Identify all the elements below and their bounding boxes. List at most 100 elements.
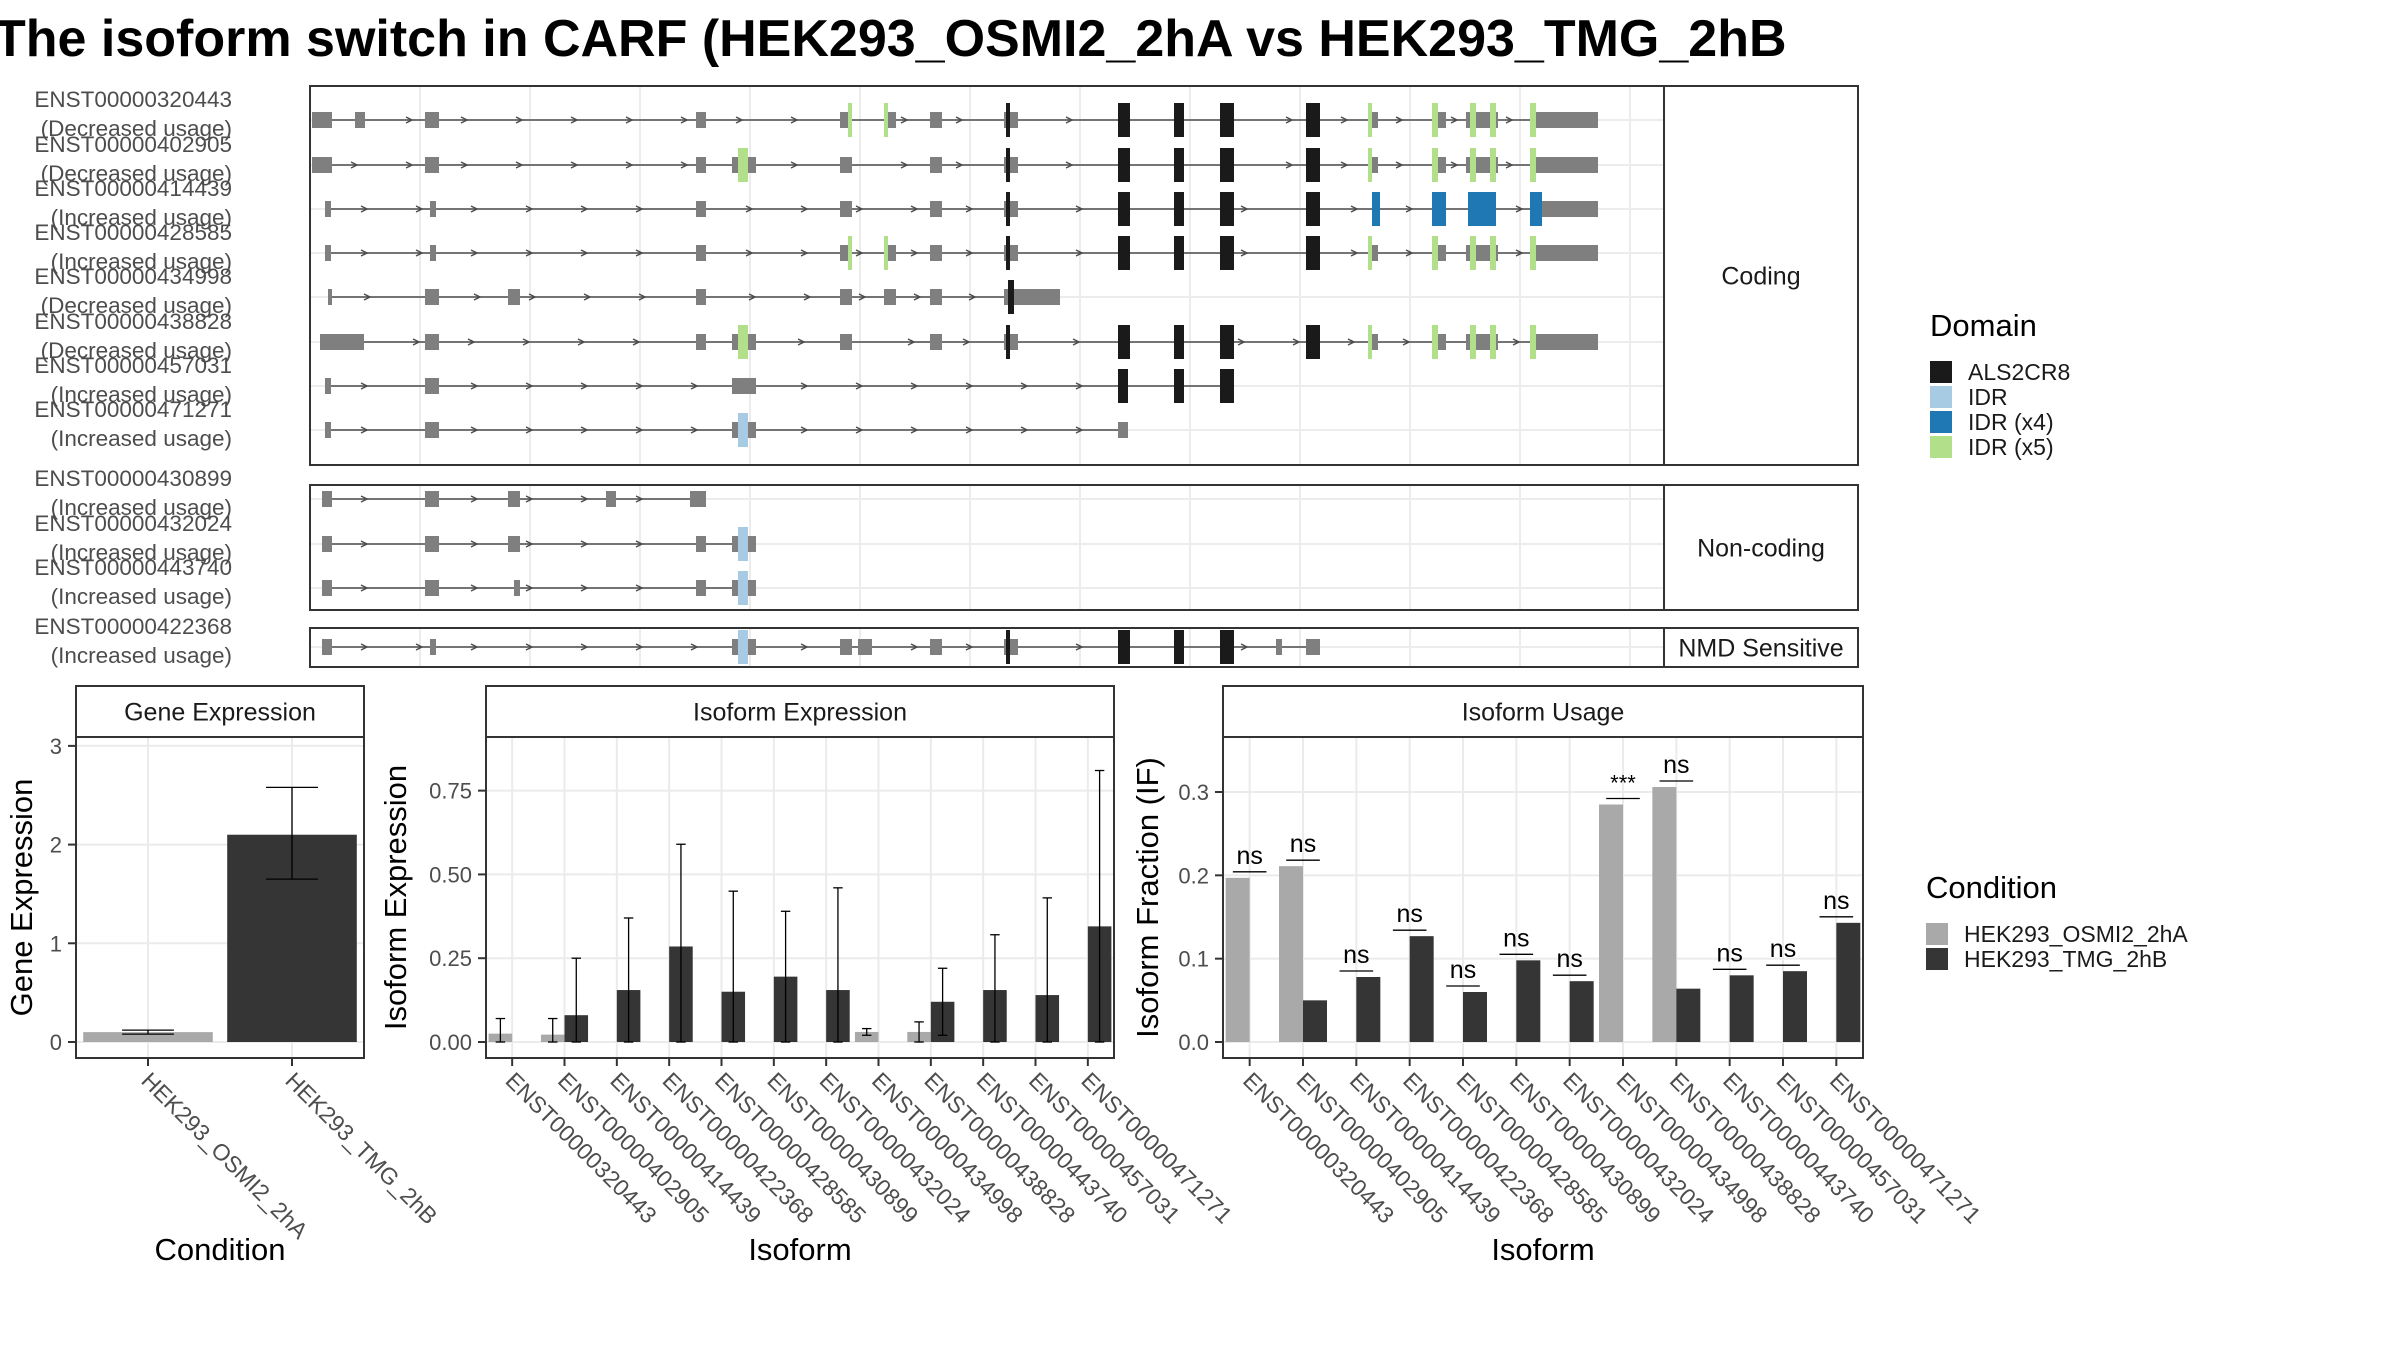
figure-title: The isoform switch in CARF (HEK293_OSMI2… [0,10,1787,68]
bar [1356,977,1381,1042]
domain-idr_x5 [1432,236,1438,270]
strand-arrow [1072,338,1081,346]
strand-arrow [1347,338,1356,346]
domain-idr_x5 [1530,236,1536,270]
strand-arrow [460,161,469,169]
exon [884,289,896,305]
strand-arrow [580,249,589,257]
domain-idr_x5 [1432,103,1438,137]
domain_legend-legend-label: IDR (x4) [1968,409,2054,435]
y-tick-label: 1 [50,931,62,956]
strand-arrow [803,293,812,301]
strand-arrow [360,495,369,503]
strand-arrow [1395,161,1404,169]
strand-arrow [363,293,372,301]
domain-idr_x5 [1470,103,1476,137]
plot-area [486,737,1114,1058]
strand-arrow [745,205,754,213]
exon [425,536,439,552]
strand-arrow [855,382,864,390]
strand-arrow [525,643,534,651]
strand-arrow [525,426,534,434]
strand-arrow [1075,426,1084,434]
transcript-id: ENST00000414439 [34,176,232,201]
domain-idr_x5 [1368,148,1372,182]
strand-arrow [690,382,699,390]
domain_legend-legend-key [1930,386,1952,408]
strand-arrow [1402,338,1411,346]
strand-arrow [405,116,414,124]
bar [1783,971,1807,1042]
exon [840,334,852,350]
domain-als2cr8 [1220,630,1234,664]
transcript-usage: (Increased usage) [51,584,232,609]
bar [854,1031,879,1042]
exon [508,289,520,305]
y-tick-label: 0.2 [1178,863,1209,888]
transcript-row: ENST00000422368 (Increased usage) [34,614,1320,668]
exon [514,580,520,596]
strand-arrow [1240,205,1249,213]
exon [425,157,439,173]
exon [322,639,332,655]
domain-als2cr8 [1118,192,1130,226]
strand-arrow [525,495,534,503]
transcript-id: ENST00000428585 [34,220,232,245]
significance-label: ns [1770,935,1796,963]
transcript-usage: (Increased usage) [51,426,232,451]
strand-arrow [790,116,799,124]
strand-arrow [1285,161,1294,169]
significance-label: ns [1343,941,1369,969]
strand-arrow [635,205,644,213]
strand-arrow [635,426,644,434]
domain_legend-legend-label: ALS2CR8 [1968,359,2070,385]
significance-label: ns [1556,945,1582,973]
strand-arrow [855,426,864,434]
panel-strip [1663,627,1859,668]
y-axis-title: Isoform Fraction (IF) [1130,757,1165,1038]
panel-strip-label: NMD Sensitive [1678,635,1843,663]
transcript-id: ENST00000320443 [34,87,232,112]
exon [508,536,520,552]
exon [930,289,942,305]
y-tick-label: 2 [50,833,62,858]
strand-arrow [690,426,699,434]
exon [425,422,439,438]
strand-arrow [415,205,424,213]
strand-arrow [910,205,919,213]
exon [1026,289,1060,305]
domain-idr [738,630,748,664]
strand-arrow [570,161,579,169]
exon [312,157,332,173]
domain-als2cr8 [1118,325,1130,359]
strand-arrow [1505,161,1514,169]
strand-arrow [1405,249,1414,257]
transcript-usage: (Decreased usage) [41,338,232,363]
domain-als2cr8 [1118,103,1130,137]
x-axis-title: Condition [155,1232,286,1267]
transcript-row: ENST00000438828 (Decreased usage) [34,309,1598,363]
strand-arrow [470,205,479,213]
strand-arrow [900,116,909,124]
strand-arrow [360,249,369,257]
strand-arrow [625,116,634,124]
chart-title: Isoform Expression [693,699,907,727]
domain-als2cr8 [1118,148,1130,182]
significance-label: *** [1610,771,1636,796]
strand-arrow [1505,116,1514,124]
chart-title-strip [485,685,1115,738]
domain-als2cr8 [1118,630,1130,664]
y-tick-label: 0.50 [429,862,472,887]
exon [322,536,332,552]
strand-arrow [913,293,922,301]
strand-arrow [1450,116,1459,124]
domain-als2cr8 [1174,192,1184,226]
domain-idr_x5 [884,236,888,270]
structure-panel-bg [310,485,1664,610]
domain-idr_x5 [884,103,888,137]
strand-arrow [405,161,414,169]
transcript-id: ENST00000443740 [34,555,232,580]
strand-arrow [1450,161,1459,169]
domain-als2cr8 [1220,369,1234,403]
significance-label: ns [1450,956,1476,984]
